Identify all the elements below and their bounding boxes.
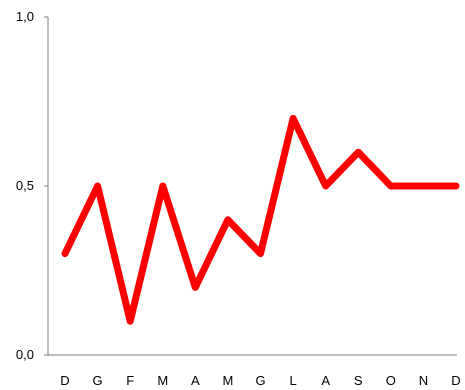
x-tick-label: A (321, 373, 330, 388)
data-point (357, 151, 359, 153)
y-axis: 0,0 0,5 1,0 (16, 9, 49, 362)
x-tick-label: O (386, 373, 396, 388)
data-point (390, 185, 392, 187)
x-tick-label: L (289, 373, 296, 388)
y-tick-label: 1,0 (16, 9, 34, 24)
series-line (61, 114, 460, 325)
data-point (227, 219, 229, 221)
y-tick-label: 0,0 (16, 347, 34, 362)
data-point (292, 117, 294, 119)
x-tick-label: D (60, 373, 69, 388)
data-point (64, 253, 66, 255)
x-tick-label: N (419, 373, 428, 388)
data-point (455, 185, 457, 187)
data-point (129, 320, 131, 322)
x-tick-label: F (126, 373, 134, 388)
data-point (422, 185, 424, 187)
x-tick-label: M (157, 373, 168, 388)
data-point (162, 185, 164, 187)
x-tick-label: A (191, 373, 200, 388)
series-layer (61, 114, 460, 325)
data-point (97, 185, 99, 187)
data-point (194, 286, 196, 288)
x-tick-label: G (93, 373, 103, 388)
x-tick-label: D (451, 373, 460, 388)
x-tick-label: S (354, 373, 363, 388)
y-tick-label: 0,5 (16, 178, 34, 193)
x-tick-label: M (222, 373, 233, 388)
data-point (260, 253, 261, 255)
data-point (325, 185, 327, 187)
x-tick-label: G (255, 373, 265, 388)
